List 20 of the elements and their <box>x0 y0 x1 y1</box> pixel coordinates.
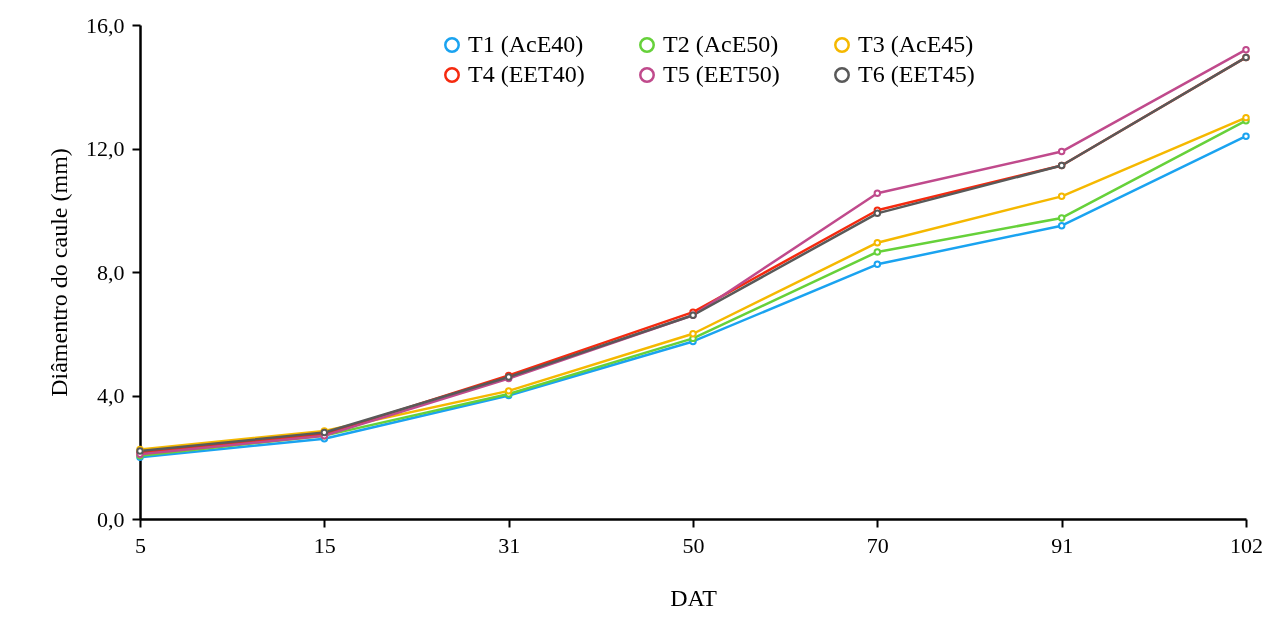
y-tick-label: 12,0 <box>86 136 125 161</box>
legend-label: T2 (AcE50) <box>663 31 779 57</box>
y-tick-label: 4,0 <box>97 383 125 408</box>
x-tick-label: 5 <box>135 532 146 558</box>
x-tick-label: 102 <box>1230 532 1263 558</box>
legend-label: T3 (AcE45) <box>858 31 974 57</box>
legend-label: T4 (EET40) <box>468 61 585 87</box>
y-tick-label: 0,0 <box>97 506 125 532</box>
legend-label: T6 (EET45) <box>858 61 975 87</box>
y-tick-label: 8,0 <box>97 259 125 285</box>
x-axis-title: DAT <box>670 584 718 611</box>
x-tick-label: 31 <box>498 532 521 558</box>
x-tick-label: 15 <box>313 532 336 558</box>
y-axis-title: Diâmentro do caule (mm) <box>46 148 72 397</box>
x-tick-label: 70 <box>866 532 889 558</box>
legend-label: T5 (EET50) <box>663 61 780 87</box>
legend-label: T1 (AcE40) <box>468 31 584 57</box>
x-tick-label: 50 <box>682 532 705 558</box>
x-tick-label: 91 <box>1051 532 1074 558</box>
y-tick-label: 16,0 <box>86 12 125 38</box>
